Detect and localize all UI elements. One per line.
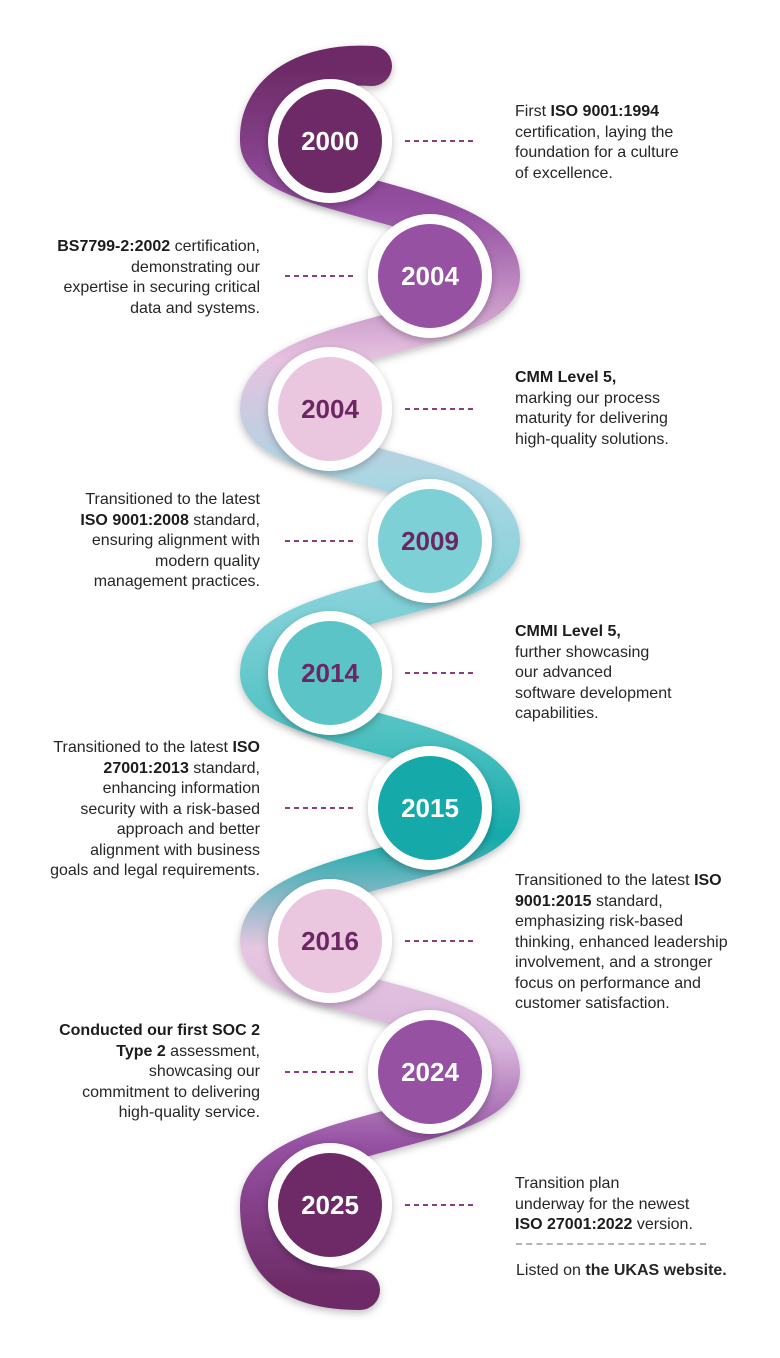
milestone-node-2000: 2000 bbox=[268, 79, 392, 203]
emphasis-text: Type 2 bbox=[116, 1042, 166, 1060]
year-label: 2024 bbox=[401, 1057, 459, 1087]
emphasis-text: ISO 9001:1994 bbox=[550, 103, 660, 120]
year-label: 2004 bbox=[401, 261, 459, 291]
milestone-node-2016: 2016 bbox=[268, 879, 392, 1003]
body-text: security with a risk-based bbox=[80, 800, 260, 818]
emphasis-text: BS7799-2:2002 bbox=[57, 238, 171, 255]
year-label: 2014 bbox=[301, 658, 359, 688]
milestone-text-2015: Transitioned to the latest ISO 27001:2013… bbox=[0, 738, 260, 882]
body-text: expertise in securing critical bbox=[63, 279, 260, 296]
body-text: modern quality bbox=[155, 552, 260, 570]
milestone-node-2004: 2004 bbox=[268, 347, 392, 471]
year-label: 2016 bbox=[301, 926, 359, 956]
body-text: Transitioned to the latest bbox=[85, 491, 260, 508]
wavy-ribbon bbox=[239, 45, 521, 1310]
body-text: assessment, bbox=[165, 1042, 260, 1060]
connector-lines bbox=[285, 140, 475, 1206]
body-text: capabilities. bbox=[515, 705, 599, 722]
milestone-text-2004: CMM Level 5, marking our process maturity … bbox=[515, 368, 735, 450]
body-text: high-quality service. bbox=[118, 1104, 260, 1121]
ukas-website-link[interactable]: the UKAS website. bbox=[585, 1262, 727, 1279]
body-text: Transition plan bbox=[515, 1175, 620, 1192]
body-text: standard, bbox=[188, 511, 260, 529]
year-label: 2025 bbox=[301, 1190, 359, 1220]
footnote-divider bbox=[516, 1243, 706, 1245]
body-text: further showcasing bbox=[515, 643, 650, 661]
body-text: focus on performance and bbox=[515, 974, 701, 992]
node-fill bbox=[278, 89, 382, 193]
node-fill bbox=[278, 621, 382, 725]
year-label: 2009 bbox=[401, 526, 459, 556]
milestone-text-2014: CMMI Level 5, further showcasing our advan… bbox=[515, 622, 735, 725]
emphasis-text: 27001:2013 bbox=[103, 759, 189, 777]
milestone-node-2009: 2009 bbox=[368, 479, 492, 603]
year-label: 2004 bbox=[301, 394, 359, 424]
milestone-text-2009: Transitioned to the latest ISO 9001:2008 … bbox=[0, 490, 260, 593]
body-text: software development bbox=[515, 684, 672, 702]
body-text: ensuring alignment with bbox=[91, 532, 260, 549]
body-text: marking our process bbox=[515, 389, 660, 407]
body-text: standard, bbox=[591, 892, 663, 910]
ukas-footnote: Listed on the UKAS website. bbox=[516, 1262, 727, 1280]
body-text: foundation for a culture bbox=[515, 144, 679, 161]
body-text: First bbox=[515, 103, 551, 120]
milestone-node-2024: 2024 bbox=[368, 1010, 492, 1134]
milestone-text-2024: Conducted our first SOC 2 Type 2 assessme… bbox=[0, 1021, 260, 1124]
body-text: our advanced bbox=[515, 664, 612, 681]
emphasis-text: ISO 27001:2022 bbox=[515, 1216, 633, 1233]
node-fill bbox=[278, 357, 382, 461]
milestone-node-2025: 2025 bbox=[268, 1143, 392, 1267]
body-text: standard, bbox=[188, 759, 260, 777]
node-fill bbox=[278, 889, 382, 993]
body-text: version. bbox=[632, 1216, 693, 1233]
body-text: goals and legal requirements. bbox=[50, 862, 260, 879]
body-text: involvement, and a stronger bbox=[515, 954, 713, 971]
node-fill bbox=[378, 1020, 482, 1124]
node-fill bbox=[278, 1153, 382, 1257]
emphasis-text: 9001:2015 bbox=[515, 892, 592, 910]
body-text: certification, laying the bbox=[515, 123, 674, 141]
year-label: 2000 bbox=[301, 126, 359, 156]
emphasis-text: ISO 9001:2008 bbox=[80, 511, 189, 529]
node-fill bbox=[378, 489, 482, 593]
body-text: approach and better bbox=[116, 821, 260, 838]
milestone-node-2014: 2014 bbox=[268, 611, 392, 735]
node-fill bbox=[378, 756, 482, 860]
milestone-text-2004: BS7799-2:2002 certification, demonstratin… bbox=[0, 237, 260, 319]
emphasis-text: ISO bbox=[694, 872, 722, 889]
milestone-node-2015: 2015 bbox=[368, 746, 492, 870]
body-text: maturity for delivering bbox=[515, 410, 668, 427]
body-text: enhancing information bbox=[102, 780, 260, 797]
body-text: certification, bbox=[170, 238, 260, 255]
milestone-text-2016: Transitioned to the latest ISO 9001:2015 … bbox=[515, 871, 775, 1015]
body-text: data and systems. bbox=[130, 299, 260, 317]
body-text: management practices. bbox=[93, 573, 260, 590]
body-text: commitment to delivering bbox=[82, 1083, 260, 1101]
footnote-prefix: Listed on bbox=[516, 1262, 586, 1279]
body-text: of excellence. bbox=[515, 164, 613, 182]
body-text: alignment with business bbox=[90, 841, 260, 859]
milestone-node-2004: 2004 bbox=[368, 214, 492, 338]
emphasis-text: ISO bbox=[232, 739, 260, 756]
year-circles: 2000 2004 2004 2009 2014 2015 2016 2024 2025 bbox=[268, 79, 492, 1267]
emphasis-text: CMM Level 5, bbox=[515, 369, 617, 386]
body-text: demonstrating our bbox=[131, 258, 260, 276]
milestone-text-2025: Transition plan underway for the newest IS… bbox=[515, 1174, 745, 1236]
node-fill bbox=[378, 224, 482, 328]
emphasis-text: CMMI Level 5, bbox=[515, 623, 621, 640]
ribbon-path bbox=[239, 45, 521, 1310]
milestone-text-2000: First ISO 9001:1994 certification, laying… bbox=[515, 102, 735, 184]
body-text: high-quality solutions. bbox=[515, 430, 669, 448]
body-text: showcasing our bbox=[148, 1063, 260, 1080]
body-text: Transitioned to the latest bbox=[515, 872, 695, 889]
emphasis-text: Conducted our first SOC 2 bbox=[59, 1022, 260, 1039]
body-text: Transitioned to the latest bbox=[53, 739, 233, 756]
body-text: thinking, enhanced leadership bbox=[515, 933, 728, 951]
body-text: emphasizing risk-based bbox=[515, 913, 684, 930]
body-text: underway for the newest bbox=[515, 1195, 690, 1213]
year-label: 2015 bbox=[401, 793, 459, 823]
body-text: customer satisfaction. bbox=[515, 995, 670, 1012]
